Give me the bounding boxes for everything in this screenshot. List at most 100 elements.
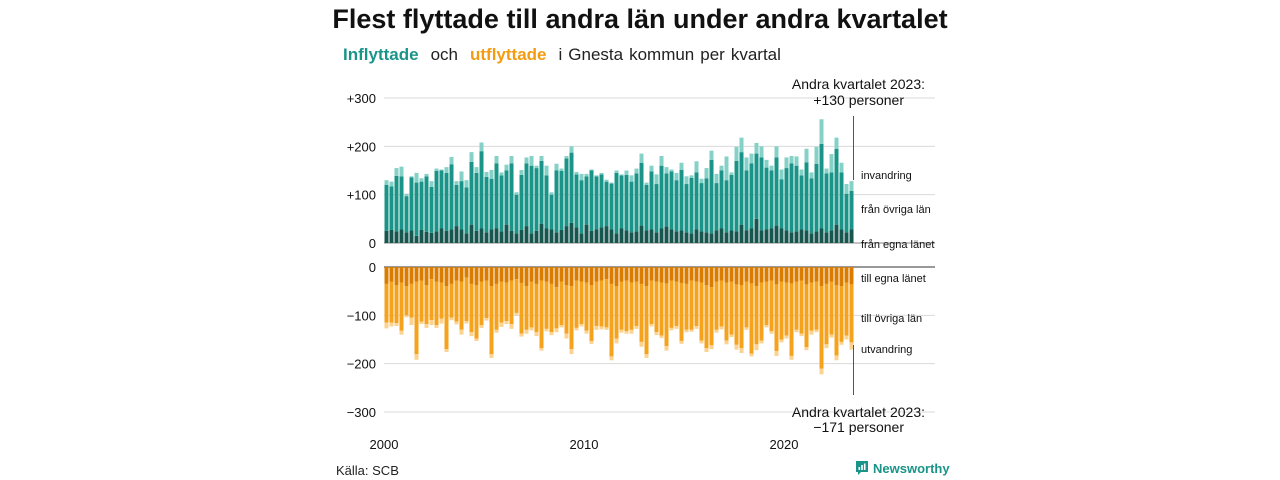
bar-out-segment [514, 312, 519, 316]
bar-out-segment [389, 281, 394, 323]
bar-in-segment [474, 230, 479, 243]
bar-in-segment [754, 218, 759, 243]
bar-in-segment [469, 224, 474, 243]
bar-in-segment [829, 230, 834, 243]
bar-in-segment [789, 232, 794, 243]
chart-title: Flest flyttade till andra län under andr… [332, 4, 948, 34]
bar-out-segment [714, 267, 719, 282]
bar-out-segment [559, 281, 564, 325]
bar-in-segment [659, 165, 664, 229]
bar-in-segment [639, 162, 644, 226]
bar-in-segment [649, 165, 654, 172]
bar-out-segment [524, 329, 529, 334]
bar-in-segment [689, 175, 694, 178]
bar-in-segment [849, 181, 854, 191]
subtitle-word: per [700, 45, 725, 64]
bar-out-segment [669, 327, 674, 331]
bar-in-segment [444, 167, 449, 173]
bar-in-segment [639, 225, 644, 243]
bar-out-segment [699, 340, 704, 344]
bar-out-segment [659, 267, 664, 283]
bar-out-segment [719, 280, 724, 327]
bar-out-segment [424, 267, 429, 286]
bar-in-segment [669, 169, 674, 172]
bar-in-segment [494, 156, 499, 164]
bar-in-segment [714, 173, 719, 184]
bar-out-segment [599, 267, 604, 281]
bar-in-segment [804, 148, 809, 163]
bar-out-segment [544, 267, 549, 282]
bar-in-segment [549, 194, 554, 230]
bar-in-segment [549, 229, 554, 243]
bar-in-segment [599, 172, 604, 175]
bar-in-segment [509, 156, 514, 164]
bar-in-segment [494, 163, 499, 229]
bar-out-segment [539, 280, 544, 349]
bar-in-segment [634, 231, 639, 243]
bar-in-segment [584, 173, 589, 177]
bar-in-segment [474, 172, 479, 231]
bar-out-segment [809, 330, 814, 335]
bar-out-segment [594, 267, 599, 282]
bar-out-segment [454, 321, 459, 325]
bar-in-segment [499, 172, 504, 176]
bar-in-segment [409, 177, 414, 231]
bar-in-segment [499, 175, 504, 232]
bar-in-segment [814, 231, 819, 243]
bar-out-segment [474, 267, 479, 286]
bar-out-segment [664, 283, 669, 347]
bar-out-segment [554, 267, 559, 288]
bar-out-segment [499, 322, 504, 327]
bar-in-segment [704, 178, 709, 233]
bar-in-segment [714, 230, 719, 243]
bar-out-segment [569, 267, 574, 287]
bar-in-segment [594, 175, 599, 177]
bar-out-segment [679, 267, 684, 283]
bar-out-segment [804, 347, 809, 351]
bar-in-segment [714, 183, 719, 231]
bar-in-segment [769, 228, 774, 243]
bar-in-segment [489, 178, 494, 230]
bar-in-segment [464, 187, 469, 234]
bar-in-segment [604, 226, 609, 243]
bar-out-segment [849, 267, 854, 285]
bar-out-segment [489, 286, 494, 354]
bar-out-segment [519, 333, 524, 337]
bar-out-segment [469, 283, 474, 333]
bar-out-segment [769, 331, 774, 334]
bar-in-segment [779, 169, 784, 180]
bar-out-segment [614, 338, 619, 344]
bar-out-segment [799, 280, 804, 334]
bar-in-segment [749, 163, 754, 229]
bar-out-segment [384, 267, 389, 284]
subtitle-word: Gnesta [568, 45, 624, 64]
bar-in-segment [514, 233, 519, 243]
bar-in-segment [519, 229, 524, 243]
bar-in-segment [759, 157, 764, 231]
bar-in-segment [684, 176, 689, 185]
bar-out-segment [619, 281, 624, 330]
bar-out-segment [419, 280, 424, 322]
bar-out-segment [654, 267, 659, 282]
bar-out-segment [709, 267, 714, 288]
bar-in-segment [709, 159, 714, 234]
bar-out-segment [809, 267, 814, 283]
bar-in-segment [694, 161, 699, 173]
bar-in-segment [529, 156, 534, 166]
bar-in-segment [824, 173, 829, 233]
bar-in-segment [519, 170, 524, 175]
bar-in-segment [459, 181, 464, 230]
bar-out-segment [789, 283, 794, 356]
bar-out-segment [719, 267, 724, 281]
bar-out-segment [649, 280, 654, 325]
bar-out-segment [614, 267, 619, 287]
bar-out-segment [699, 282, 704, 341]
bar-out-segment [534, 283, 539, 333]
bar-in-segment [814, 146, 819, 164]
bar-out-segment [479, 325, 484, 328]
bar-in-segment [479, 151, 484, 229]
bar-in-segment [399, 166, 404, 177]
bar-in-segment [619, 228, 624, 243]
bar-in-segment [504, 224, 509, 243]
bar-in-segment [519, 174, 524, 230]
